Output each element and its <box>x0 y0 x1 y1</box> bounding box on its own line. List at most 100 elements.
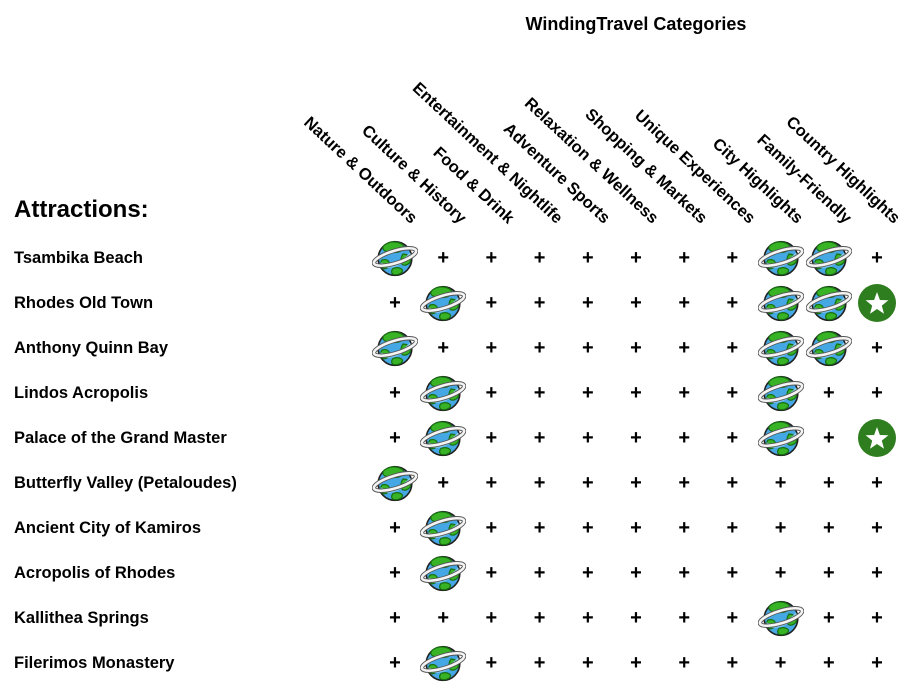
plus-marker: + <box>581 247 594 269</box>
plus-marker: + <box>485 247 498 269</box>
ringed-globe-icon <box>757 600 804 637</box>
plus-marker: + <box>581 607 594 629</box>
matrix-cell-tsambika-beach-relaxation-wellness: + <box>612 236 660 280</box>
matrix-cell-butterfly-valley-petaloudes-entertainment-nightlife: + <box>516 461 564 505</box>
matrix-cell-lindos-acropolis-relaxation-wellness: + <box>612 371 660 415</box>
matrix-cell-filerimos-monastery-unique-experiences: + <box>708 641 756 685</box>
plus-marker: + <box>678 292 691 314</box>
plus-marker: + <box>726 517 739 539</box>
ringed-globe-icon <box>372 330 418 367</box>
plus-marker: + <box>678 607 691 629</box>
matrix-cell-kallithea-springs-nature-outdoors: + <box>371 596 419 640</box>
matrix-cell-kallithea-springs-family-friendly: + <box>805 596 853 640</box>
plus-marker: + <box>581 427 594 449</box>
plus-marker: + <box>678 247 691 269</box>
plus-marker: + <box>678 562 691 584</box>
matrix-cell-acropolis-of-rhodes-entertainment-nightlife: + <box>516 551 564 595</box>
plus-marker: + <box>533 427 546 449</box>
plus-marker: + <box>678 472 691 494</box>
matrix-cell-ancient-city-of-kamiros-unique-experiences: + <box>708 506 756 550</box>
matrix-cell-filerimos-monastery-food-drink: + <box>467 641 515 685</box>
matrix-cell-lindos-acropolis-nature-outdoors: + <box>371 371 419 415</box>
plus-marker: + <box>871 562 883 584</box>
plus-marker: + <box>485 607 498 629</box>
matrix-cell-anthony-quinn-bay-entertainment-nightlife: + <box>516 326 564 370</box>
plus-marker: + <box>533 382 546 404</box>
matrix-cell-rhodes-old-town-nature-outdoors: + <box>371 281 419 325</box>
plus-marker: + <box>437 337 450 359</box>
matrix-cell-tsambika-beach-city-highlights <box>757 236 805 280</box>
row-label-anthony-quinn-bay: Anthony Quinn Bay <box>14 339 168 357</box>
plus-marker: + <box>533 337 546 359</box>
matrix-cell-palace-of-the-grand-master-city-highlights <box>757 416 805 460</box>
plus-marker: + <box>678 382 691 404</box>
row-label-palace-of-the-grand-master: Palace of the Grand Master <box>14 429 227 447</box>
plus-marker: + <box>871 517 883 539</box>
matrix-cell-filerimos-monastery-shopping-markets: + <box>660 641 708 685</box>
plus-marker: + <box>485 562 498 584</box>
matrix-cell-lindos-acropolis-adventure-sports: + <box>564 371 612 415</box>
row-label-lindos-acropolis: Lindos Acropolis <box>14 384 149 402</box>
plus-marker: + <box>581 472 594 494</box>
matrix-cell-ancient-city-of-kamiros-adventure-sports: + <box>564 506 612 550</box>
matrix-cell-filerimos-monastery-entertainment-nightlife: + <box>516 641 564 685</box>
plus-marker: + <box>726 607 739 629</box>
matrix-cell-kallithea-springs-food-drink: + <box>467 596 515 640</box>
row-label-tsambika-beach: Tsambika Beach <box>14 249 144 267</box>
matrix-cell-kallithea-springs-country-highlights: + <box>853 596 901 640</box>
matrix-cell-palace-of-the-grand-master-nature-outdoors: + <box>371 416 419 460</box>
matrix-cell-palace-of-the-grand-master-food-drink: + <box>467 416 515 460</box>
plus-marker: + <box>533 472 546 494</box>
matrix-cell-acropolis-of-rhodes-nature-outdoors: + <box>371 551 419 595</box>
matrix-cell-anthony-quinn-bay-unique-experiences: + <box>708 326 756 370</box>
attractions-heading: Attractions: <box>14 196 149 223</box>
matrix-cell-ancient-city-of-kamiros-culture-history <box>419 506 467 550</box>
ringed-globe-icon <box>420 510 467 547</box>
matrix-cell-palace-of-the-grand-master-shopping-markets: + <box>660 416 708 460</box>
matrix-cell-rhodes-old-town-adventure-sports: + <box>564 281 612 325</box>
matrix-cell-kallithea-springs-entertainment-nightlife: + <box>516 596 564 640</box>
matrix-cell-anthony-quinn-bay-shopping-markets: + <box>660 326 708 370</box>
matrix-cell-butterfly-valley-petaloudes-unique-experiences: + <box>708 461 756 505</box>
plus-marker: + <box>389 517 401 539</box>
matrix-cell-acropolis-of-rhodes-city-highlights: + <box>757 551 805 595</box>
ringed-globe-icon <box>420 285 467 322</box>
plus-marker: + <box>822 607 835 629</box>
matrix-cell-rhodes-old-town-city-highlights <box>757 281 805 325</box>
matrix-cell-rhodes-old-town-culture-history <box>419 281 467 325</box>
matrix-cell-tsambika-beach-entertainment-nightlife: + <box>516 236 564 280</box>
matrix-cell-lindos-acropolis-entertainment-nightlife: + <box>516 371 564 415</box>
plus-marker: + <box>485 652 498 674</box>
matrix-cell-kallithea-springs-adventure-sports: + <box>564 596 612 640</box>
plus-marker: + <box>533 652 546 674</box>
plus-marker: + <box>630 427 642 449</box>
matrix-cell-palace-of-the-grand-master-adventure-sports: + <box>564 416 612 460</box>
ringed-globe-icon <box>805 330 852 367</box>
plus-marker: + <box>871 652 883 674</box>
matrix-cell-tsambika-beach-family-friendly <box>805 236 853 280</box>
matrix-cell-kallithea-springs-city-highlights <box>757 596 805 640</box>
plus-marker: + <box>630 607 642 629</box>
matrix-cell-tsambika-beach-shopping-markets: + <box>660 236 708 280</box>
plus-marker: + <box>485 517 498 539</box>
matrix-cell-kallithea-springs-culture-history: + <box>419 596 467 640</box>
plus-marker: + <box>581 652 594 674</box>
star-badge-icon <box>858 284 896 322</box>
plus-marker: + <box>726 382 739 404</box>
plus-marker: + <box>389 607 401 629</box>
matrix-cell-anthony-quinn-bay-family-friendly <box>805 326 853 370</box>
matrix-cell-filerimos-monastery-country-highlights: + <box>853 641 901 685</box>
plus-marker: + <box>485 382 498 404</box>
matrix-cell-palace-of-the-grand-master-relaxation-wellness: + <box>612 416 660 460</box>
plus-marker: + <box>533 562 546 584</box>
plus-marker: + <box>533 292 546 314</box>
plus-marker: + <box>630 292 642 314</box>
plus-marker: + <box>871 607 883 629</box>
plus-marker: + <box>726 652 739 674</box>
plus-marker: + <box>533 517 546 539</box>
plus-marker: + <box>581 517 594 539</box>
plus-marker: + <box>774 517 787 539</box>
matrix-cell-butterfly-valley-petaloudes-shopping-markets: + <box>660 461 708 505</box>
matrix-cell-ancient-city-of-kamiros-city-highlights: + <box>757 506 805 550</box>
matrix-cell-rhodes-old-town-food-drink: + <box>467 281 515 325</box>
